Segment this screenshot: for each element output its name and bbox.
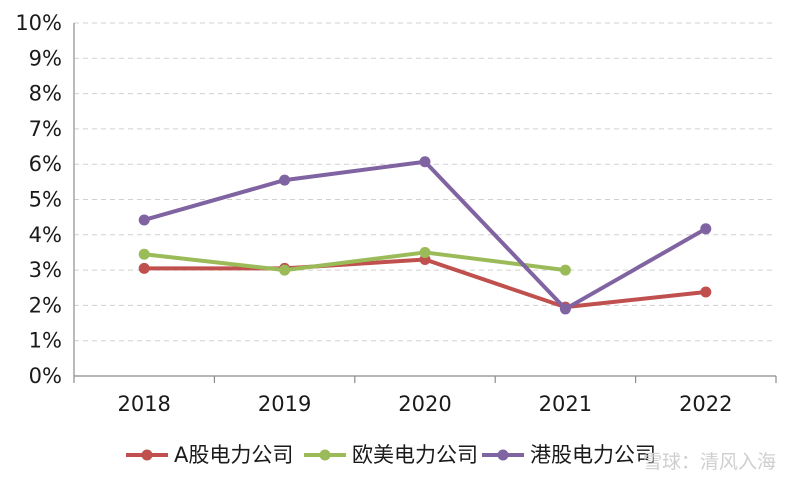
series-1: [138, 246, 571, 276]
series-line: [142, 257, 708, 310]
y-tick-label: 1%: [29, 329, 62, 353]
data-point: [138, 214, 150, 226]
legend-label: 港股电力公司: [530, 443, 656, 467]
data-point: [700, 223, 712, 235]
x-tick-label: 2020: [398, 392, 451, 416]
x-tick-label: 2022: [679, 392, 732, 416]
legend: A股电力公司 欧美电力公司 港股电力公司: [126, 443, 656, 467]
legend-label: 欧美电力公司: [352, 443, 478, 467]
y-tick-label: 2%: [29, 293, 62, 317]
legend-marker: [319, 449, 331, 461]
y-tick-label: 0%: [29, 364, 62, 388]
series-2: [138, 156, 712, 315]
legend-item: A股电力公司: [126, 443, 293, 467]
legend-marker: [497, 449, 509, 461]
y-tick-labels: 0% 1% 2% 3% 4% 5% 6% 7% 8% 9% 10%: [15, 11, 62, 388]
watermark-text: 雪球：清风入海: [643, 451, 776, 473]
y-tick-label: 10%: [15, 11, 62, 35]
legend-item: 港股电力公司: [482, 443, 656, 467]
data-point: [559, 303, 571, 315]
series-group: [138, 156, 712, 315]
x-tick-labels: 2018 2019 2020 2021 2022: [73, 376, 777, 416]
legend-item: 欧美电力公司: [304, 443, 478, 467]
data-point: [419, 246, 431, 258]
y-tick-label: 5%: [29, 188, 62, 212]
data-point: [559, 264, 571, 276]
data-point: [419, 156, 431, 168]
x-tick-label: 2021: [539, 392, 592, 416]
data-point: [138, 262, 150, 274]
x-tick-label: 2018: [117, 392, 170, 416]
data-point: [279, 174, 291, 186]
y-tick-label: 3%: [29, 258, 62, 282]
series-line: [142, 250, 568, 273]
legend-label: A股电力公司: [174, 443, 293, 467]
series-line: [142, 159, 708, 311]
y-tick-label: 4%: [29, 223, 62, 247]
y-tick-label: 9%: [29, 46, 62, 70]
axes: [73, 23, 776, 377]
x-tick-label: 2019: [258, 392, 311, 416]
y-tick-label: 6%: [29, 152, 62, 176]
data-point: [700, 286, 712, 298]
y-tick-label: 8%: [29, 82, 62, 106]
data-point: [138, 248, 150, 260]
legend-marker: [141, 449, 153, 461]
grid-lines: [74, 22, 776, 342]
y-tick-label: 7%: [29, 117, 62, 141]
data-point: [279, 264, 291, 276]
